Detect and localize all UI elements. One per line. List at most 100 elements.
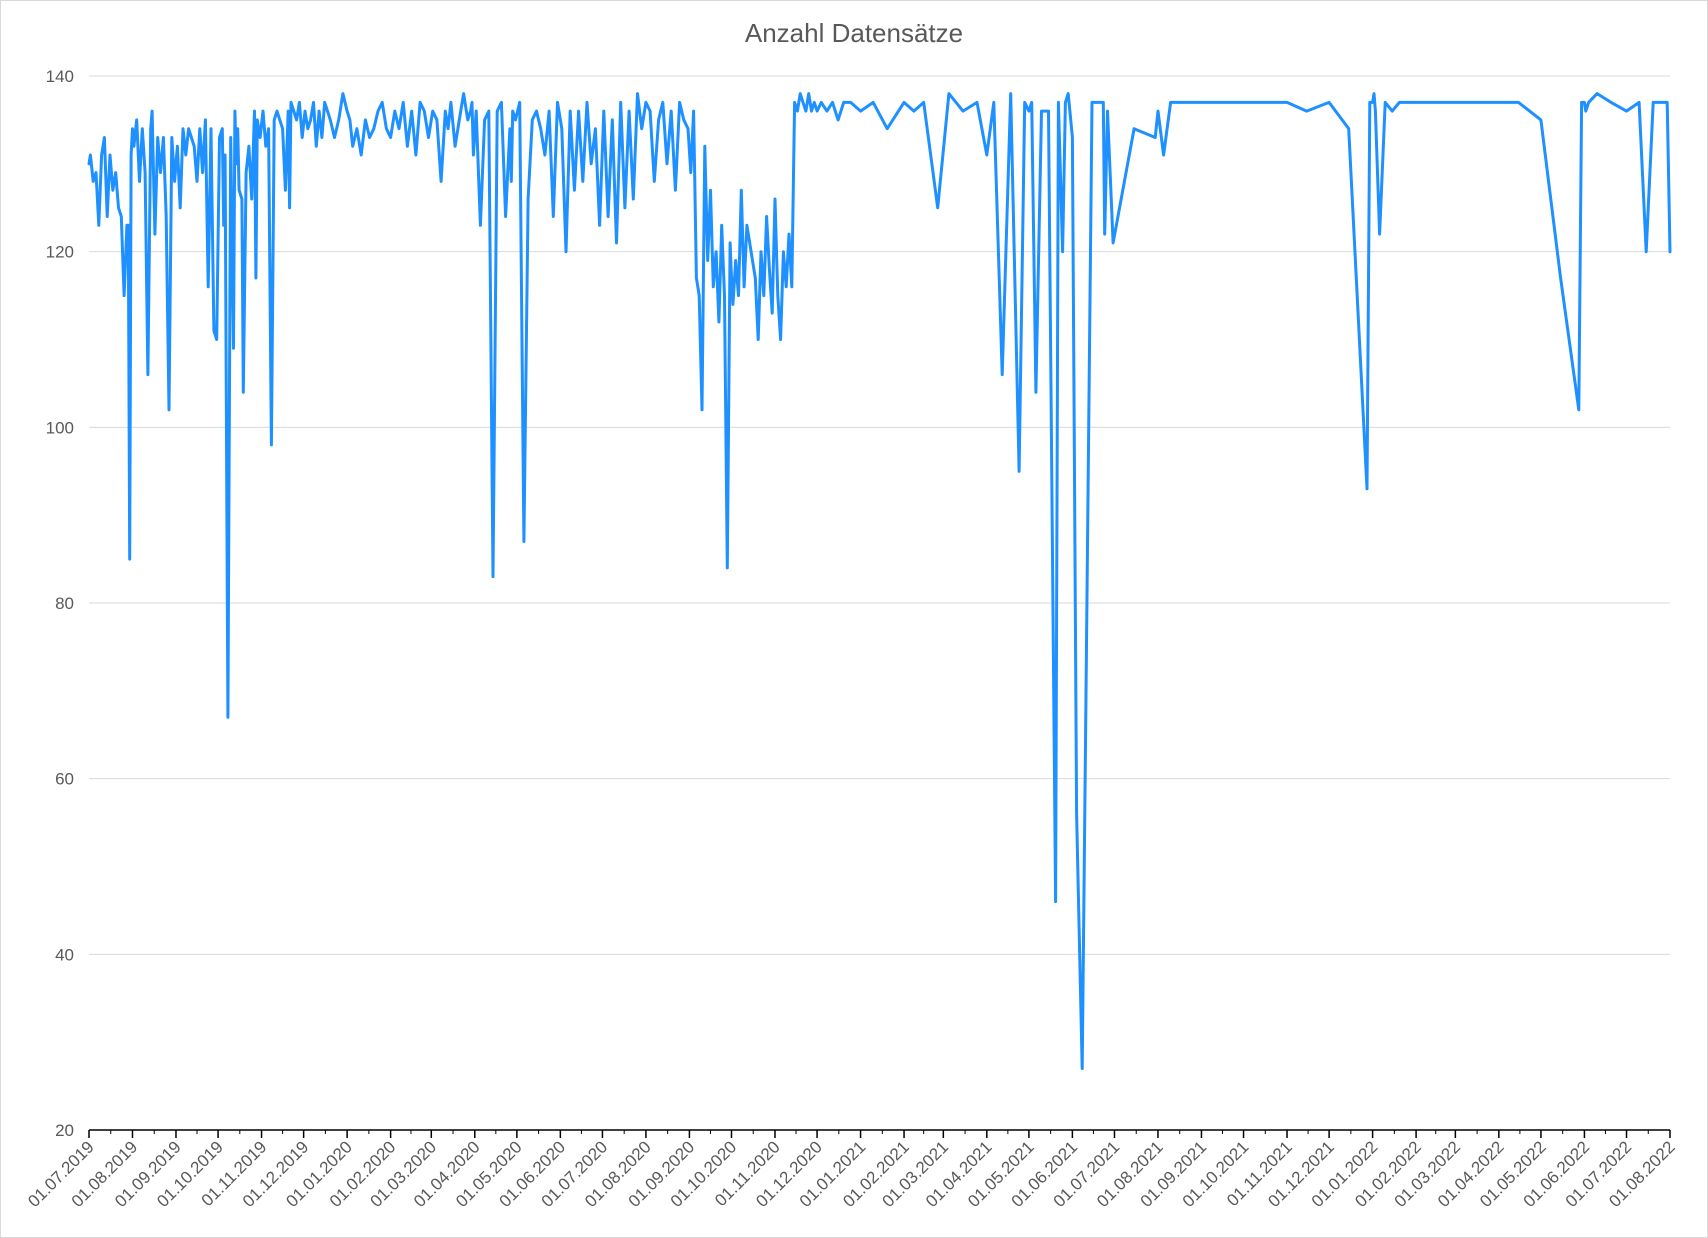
data-point xyxy=(1638,101,1640,104)
data-point xyxy=(628,110,630,112)
data-point xyxy=(831,101,834,104)
data-point xyxy=(1398,101,1401,104)
data-point xyxy=(1369,101,1371,104)
data-point xyxy=(106,215,108,218)
data-point xyxy=(176,145,179,148)
data-point xyxy=(117,207,120,209)
data-point xyxy=(598,224,601,227)
data-point xyxy=(1220,101,1222,104)
data-point xyxy=(1035,391,1037,394)
data-point xyxy=(962,110,964,112)
data-point xyxy=(791,286,793,288)
data-point xyxy=(859,110,862,112)
data-point xyxy=(1659,101,1661,104)
data-point xyxy=(765,215,768,218)
data-point xyxy=(222,224,225,227)
data-point xyxy=(138,180,141,183)
data-point xyxy=(406,145,409,148)
data-point xyxy=(1028,110,1030,112)
data-point xyxy=(218,136,221,139)
data-point xyxy=(185,154,187,156)
data-point xyxy=(683,119,685,121)
data-point xyxy=(444,110,447,112)
data-point xyxy=(509,127,511,130)
y-tick-label: 120 xyxy=(46,243,74,262)
data-point xyxy=(326,110,329,112)
data-point xyxy=(346,110,348,112)
data-point xyxy=(1091,101,1093,104)
data-point xyxy=(1054,900,1057,903)
data-point xyxy=(109,154,111,156)
data-point xyxy=(496,110,499,112)
data-point xyxy=(471,101,473,104)
data-point xyxy=(757,338,759,341)
data-point xyxy=(1040,110,1043,112)
data-point xyxy=(687,127,689,130)
data-point xyxy=(561,127,563,130)
data-point xyxy=(373,127,375,130)
data-point xyxy=(1578,409,1580,411)
data-point xyxy=(130,154,132,156)
data-point xyxy=(1434,101,1437,104)
data-point xyxy=(751,259,754,262)
data-point xyxy=(692,110,695,112)
data-point xyxy=(224,154,226,156)
data-point xyxy=(262,110,264,112)
data-point xyxy=(544,154,546,156)
data-point xyxy=(1585,110,1587,112)
data-point xyxy=(1347,127,1350,130)
data-point xyxy=(1106,110,1109,112)
data-point xyxy=(903,101,905,104)
data-point xyxy=(1610,101,1612,104)
data-point xyxy=(548,110,550,112)
data-point xyxy=(782,250,785,253)
data-point xyxy=(255,277,257,279)
data-point xyxy=(640,127,643,130)
data-point xyxy=(126,224,128,227)
data-point xyxy=(1652,101,1654,104)
data-point xyxy=(492,575,494,578)
data-point xyxy=(1580,101,1583,104)
data-point xyxy=(279,119,281,121)
data-point xyxy=(165,215,167,218)
data-point xyxy=(144,171,146,174)
data-point xyxy=(779,338,782,341)
data-point xyxy=(440,180,442,183)
data-point xyxy=(704,145,706,148)
data-point xyxy=(615,242,618,244)
data-point xyxy=(436,119,438,121)
data-point xyxy=(1200,101,1203,104)
data-point xyxy=(720,224,723,227)
data-point xyxy=(318,110,320,112)
y-tick-label: 60 xyxy=(55,770,74,789)
data-point xyxy=(1645,250,1647,253)
data-point xyxy=(1001,373,1003,376)
data-point xyxy=(1262,101,1264,104)
data-point xyxy=(1305,110,1308,112)
data-point xyxy=(774,198,776,200)
data-point xyxy=(120,215,123,218)
data-point xyxy=(1067,92,1069,95)
data-point xyxy=(820,101,823,104)
data-point xyxy=(539,127,542,130)
data-point xyxy=(666,163,668,165)
data-point xyxy=(826,110,828,112)
data-point xyxy=(948,92,950,95)
data-point xyxy=(1412,101,1415,104)
data-point xyxy=(168,409,170,411)
data-point xyxy=(236,127,239,130)
data-point xyxy=(238,189,240,191)
data-point xyxy=(986,154,988,156)
data-point xyxy=(245,171,247,174)
data-point xyxy=(573,189,576,191)
data-point xyxy=(1373,92,1375,95)
y-tick-label: 80 xyxy=(55,594,74,613)
data-point xyxy=(287,110,290,112)
data-point xyxy=(402,101,405,104)
data-point xyxy=(886,127,888,130)
y-axis-tick-labels: 20 40 60 80 100 120 140 xyxy=(46,67,74,1140)
data-point xyxy=(732,303,734,306)
data-point xyxy=(128,558,131,560)
data-point xyxy=(265,145,267,148)
x-axis: 01.07.201901.08.201901.09.201901.10.2019… xyxy=(24,1129,1679,1211)
